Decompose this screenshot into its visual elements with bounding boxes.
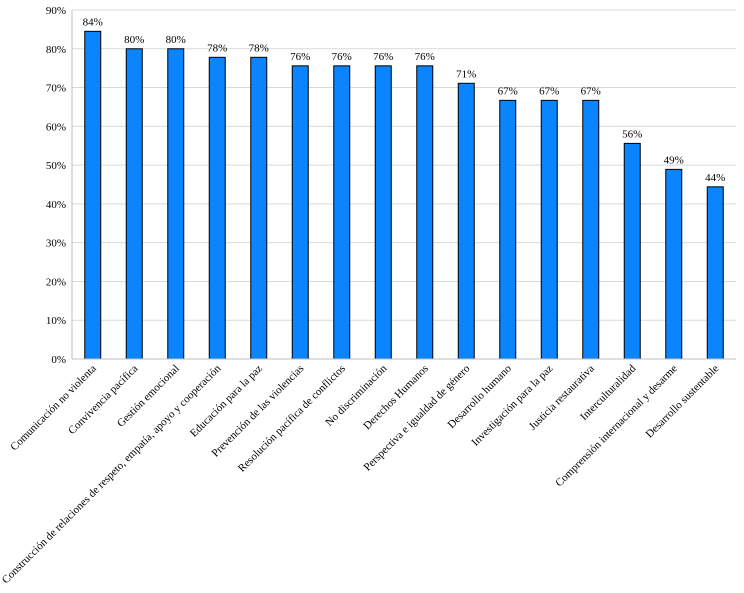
data-label: 67% [539,85,559,97]
data-label: 56% [622,128,642,140]
data-label: 80% [166,34,186,46]
data-label: 76% [415,51,435,63]
x-category-label: Educación para la paz [188,363,265,440]
bar [457,82,475,360]
y-tick-label: 20% [46,276,66,288]
y-tick-label: 90% [46,5,66,17]
bar [291,65,309,360]
data-labels: 84% 80% 80% 78% 78% 76% 76% 76% 76% 71% 67% 67% 67% 5… [83,16,726,183]
y-tick-label: 60% [46,121,66,133]
data-label: 44% [705,172,725,184]
bar [125,48,143,360]
bar [582,99,600,360]
bar [706,186,724,360]
bar [333,65,351,360]
data-label: 80% [124,34,144,46]
bars [84,30,724,360]
bar [167,48,185,360]
y-tick-label: 50% [46,160,66,172]
bar [499,99,517,360]
y-tick-label: 40% [46,199,66,211]
bar [416,65,434,360]
y-tick-label: 10% [46,315,66,327]
y-axis-ticks: 0% 10% 20% 30% 40% 50% 60% 70% 80% 90% [46,5,66,366]
data-label: 71% [456,68,476,80]
x-category-label: Investigación para la paz [469,363,555,449]
y-tick-label: 80% [46,44,66,56]
data-label: 78% [249,42,269,54]
bar [208,56,226,360]
y-tick-label: 0% [51,354,66,366]
data-label: 78% [207,42,227,54]
bar [540,99,558,360]
y-tick-label: 30% [46,238,66,250]
data-label: 76% [332,51,352,63]
x-category-label: Desarrollo sustentable [644,363,722,441]
bar [623,142,641,360]
data-label: 49% [664,154,684,166]
axes [71,10,736,360]
bar [665,168,683,360]
data-label: 67% [581,85,601,97]
bar [374,65,392,360]
bar [250,56,268,360]
data-label: 76% [373,51,393,63]
data-label: 84% [83,16,103,28]
x-category-label: Convivencia pacífica [66,363,140,437]
y-tick-label: 70% [46,83,66,95]
data-label: 76% [290,51,310,63]
bar [84,30,102,360]
data-label: 67% [498,85,518,97]
